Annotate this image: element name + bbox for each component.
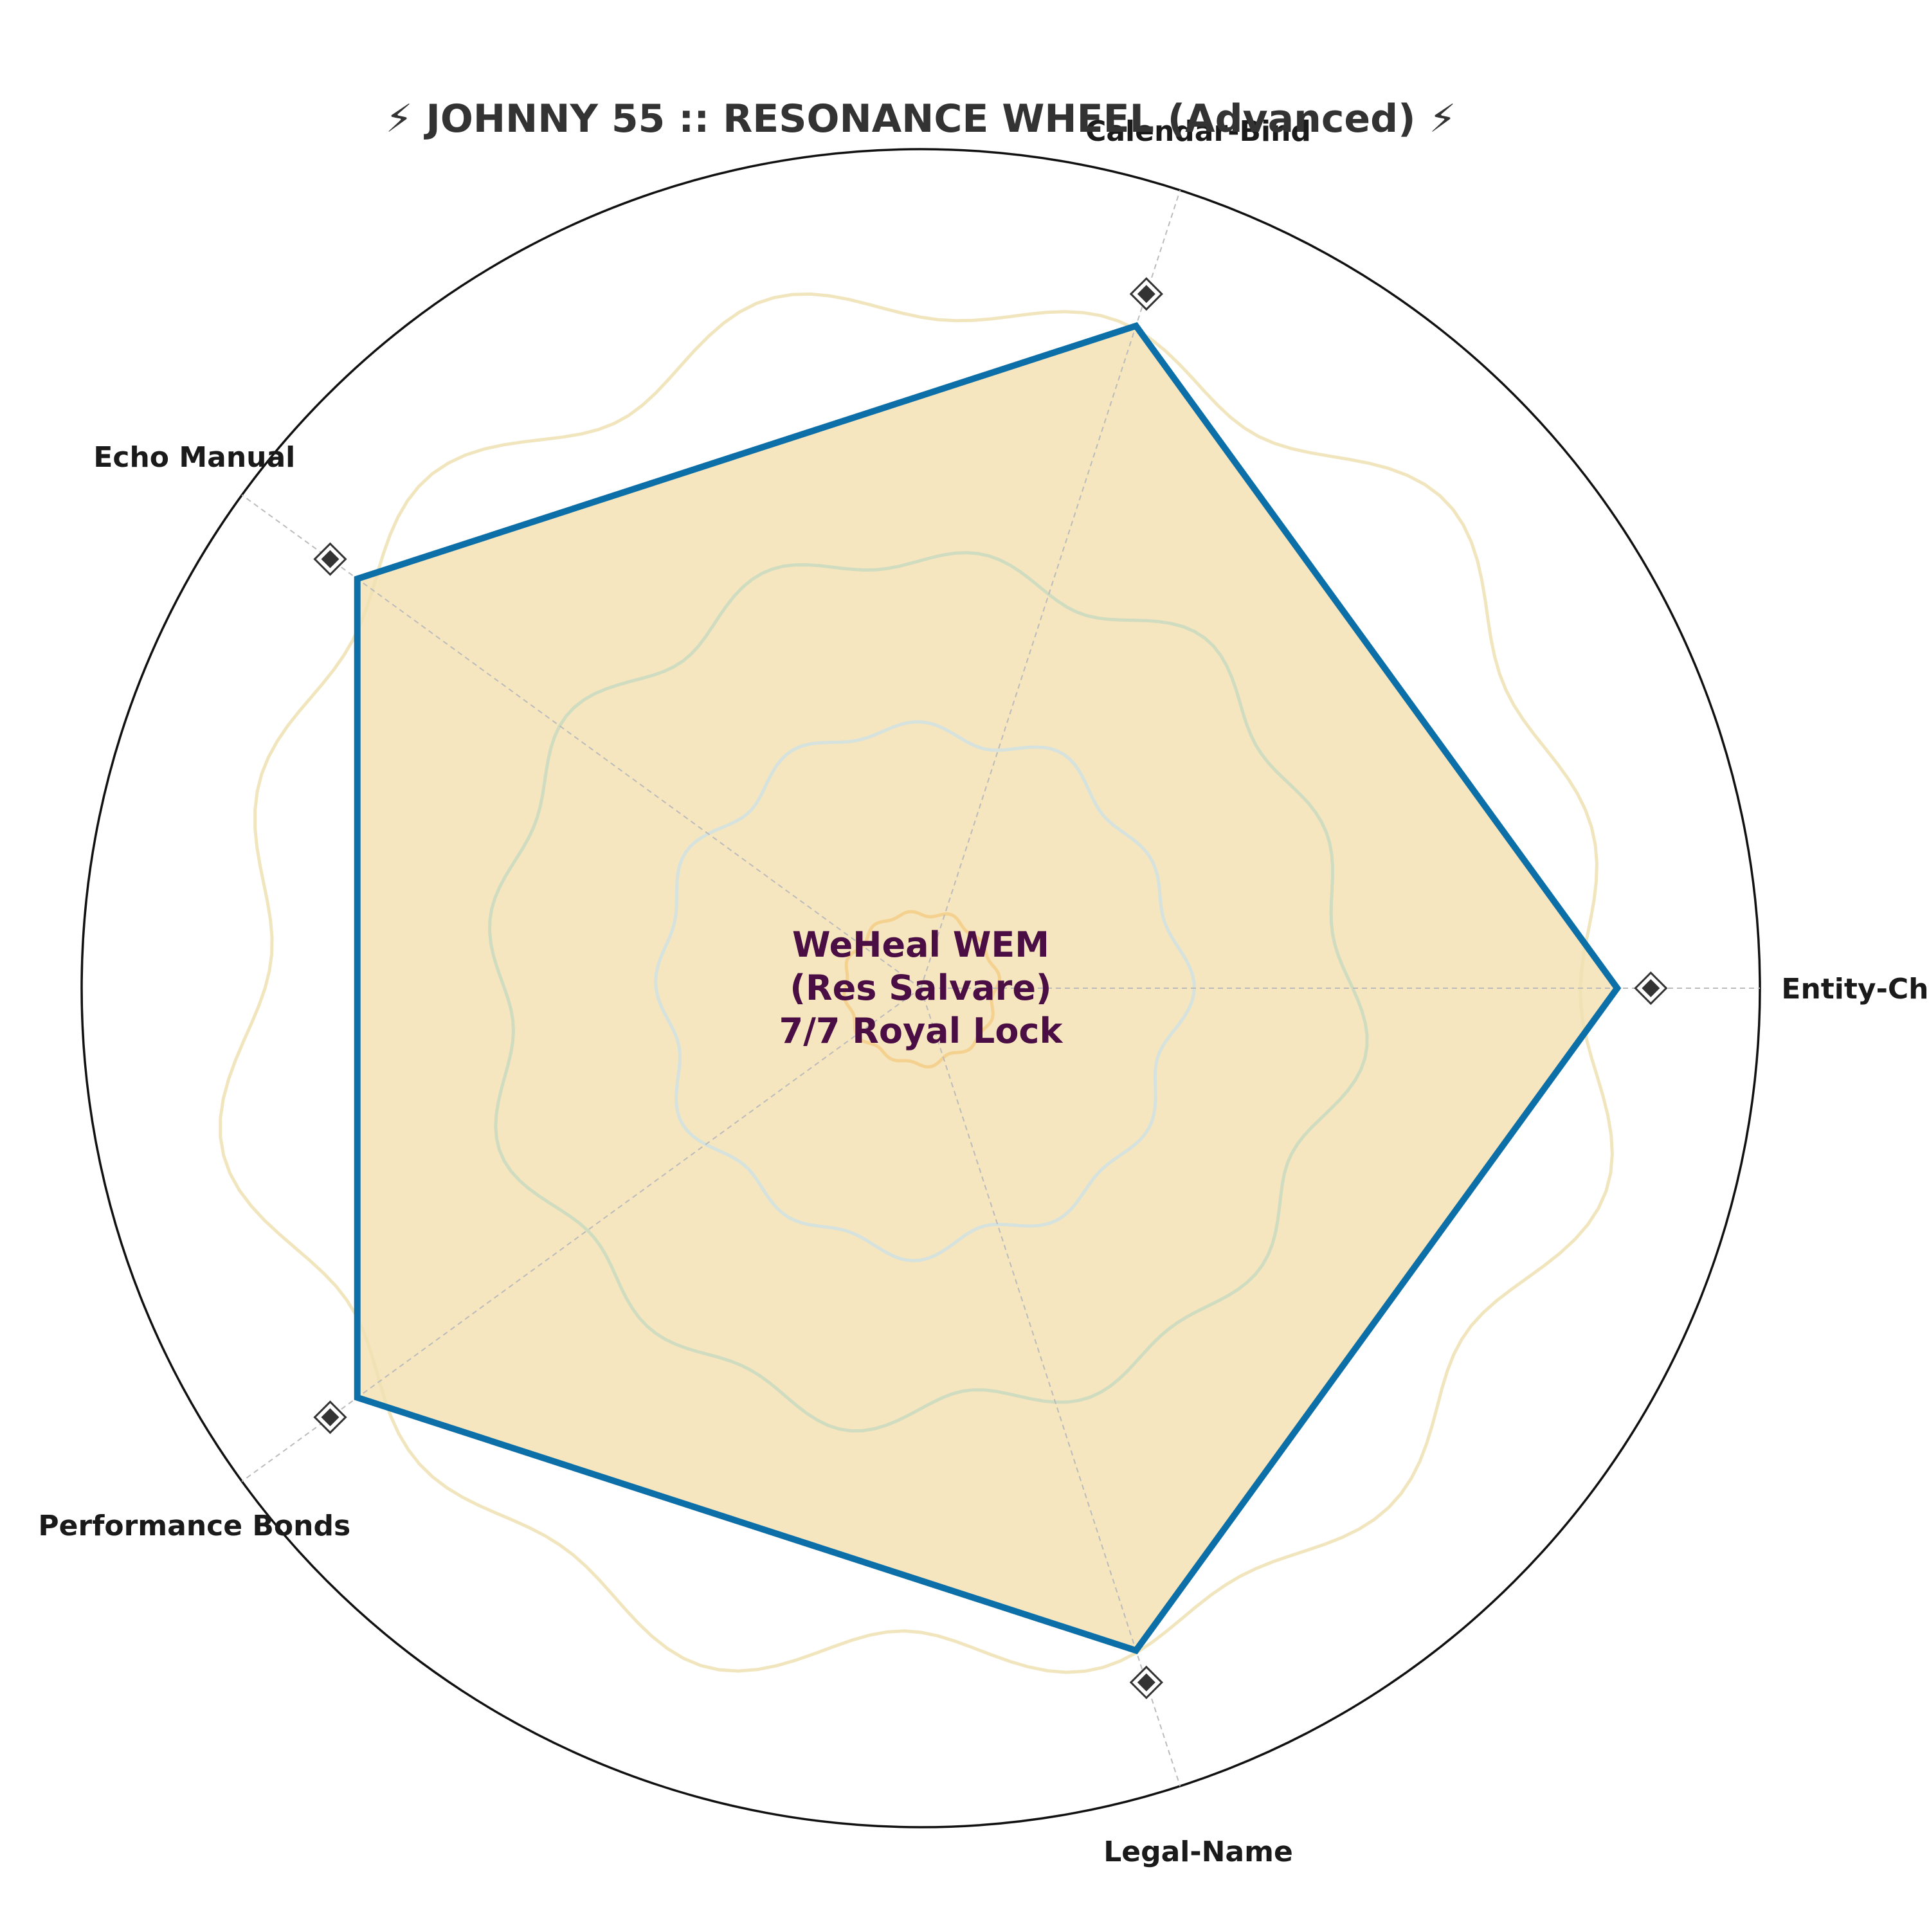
axis-label: Performance Bonds — [38, 1510, 350, 1542]
diamond-marker-core — [321, 550, 340, 568]
diamond-marker-core — [1137, 1673, 1155, 1692]
series-line — [354, 322, 1622, 1654]
center-label-line-2: (Res Salvare) — [790, 968, 1051, 1008]
center-label-line-3: 7/7 Royal Lock — [779, 1011, 1064, 1051]
spoke-line — [920, 988, 1181, 1787]
spoke-line — [241, 988, 921, 1482]
ripple-ring — [219, 292, 1614, 1674]
axis-label: Entity-Chains — [1781, 973, 1929, 1006]
spoke-line — [920, 190, 1181, 989]
ripple-ring — [654, 720, 1196, 1263]
ripple-ring — [487, 551, 1369, 1433]
diamond-marker-core — [1137, 285, 1155, 303]
chart-title: ⚡ JOHNNY 55 :: RESONANCE WHEEL (Advanced… — [385, 96, 1456, 141]
center-label-line-1: WeHeal WEM — [792, 925, 1049, 965]
axis-label: Legal-Name — [1103, 1836, 1293, 1868]
spoke-line — [241, 494, 921, 989]
axis-label: Calendar-Bind — [1085, 115, 1311, 148]
diamond-marker-core — [1642, 979, 1660, 997]
diamond-marker-core — [321, 1408, 340, 1427]
axis-label: Echo Manual — [93, 441, 295, 474]
ripple-ring — [842, 910, 1001, 1069]
